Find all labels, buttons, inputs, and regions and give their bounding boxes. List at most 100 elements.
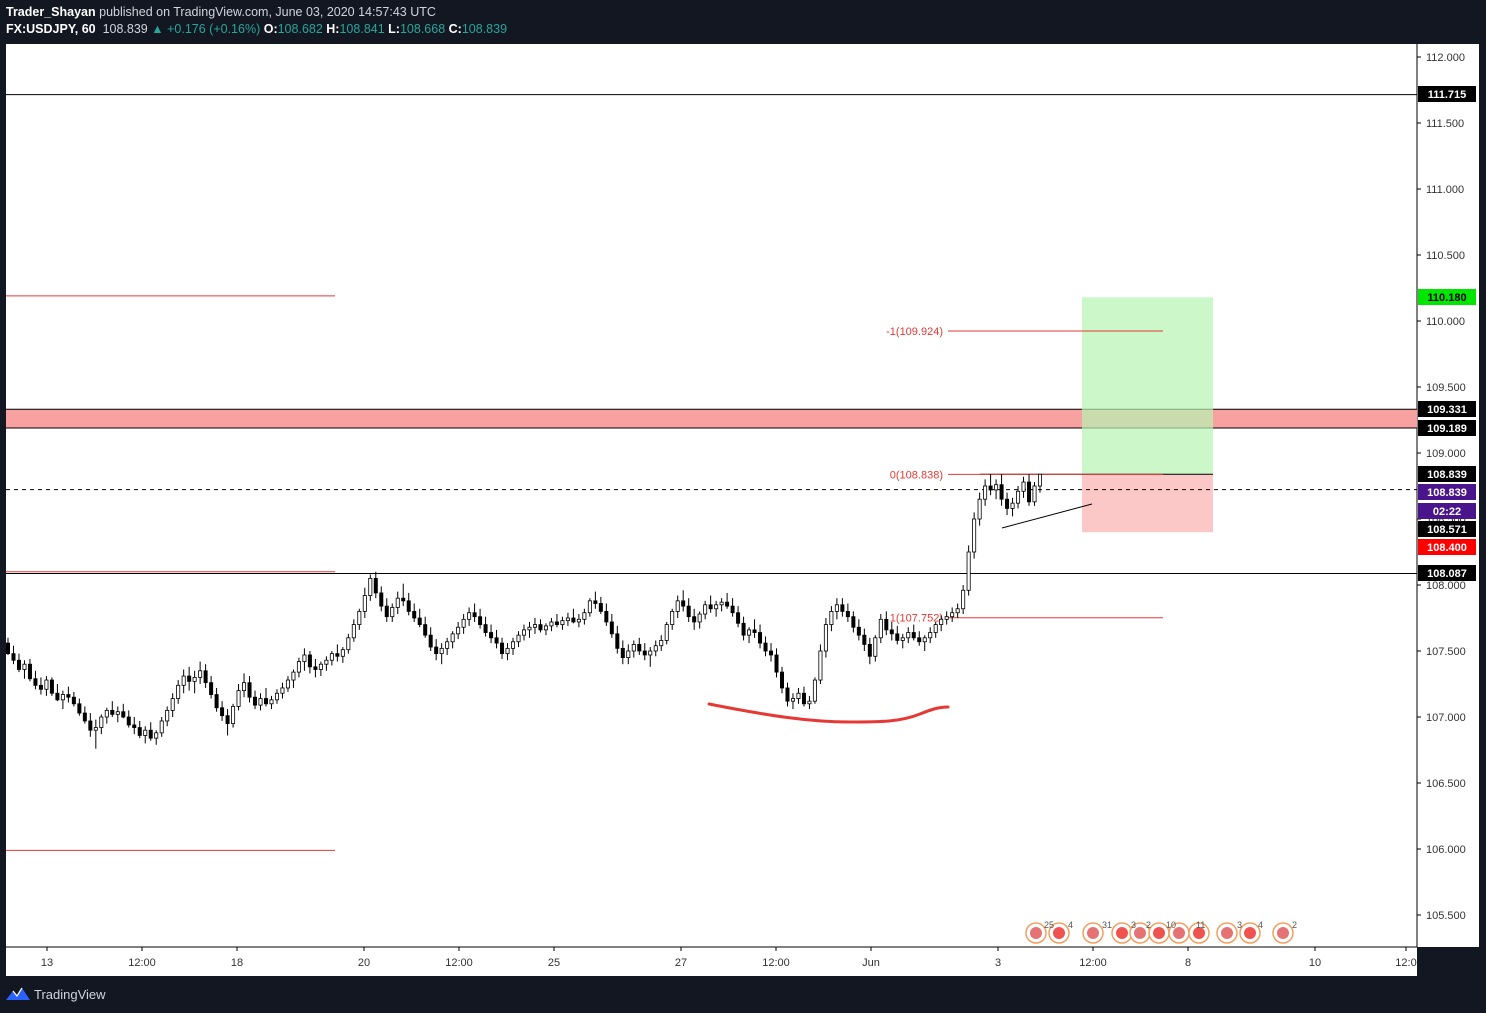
- tradingview-brand[interactable]: TradingView: [34, 987, 106, 1002]
- candle[interactable]: [165, 706, 170, 727]
- candle[interactable]: [637, 637, 642, 655]
- price-label-black[interactable]: 111.715: [1418, 86, 1476, 102]
- candle[interactable]: [670, 608, 675, 630]
- candle[interactable]: [895, 625, 900, 645]
- candle[interactable]: [878, 614, 883, 644]
- candle[interactable]: [318, 661, 323, 677]
- candle[interactable]: [769, 643, 774, 662]
- candle[interactable]: [236, 684, 241, 711]
- candle[interactable]: [653, 640, 658, 657]
- candle[interactable]: [790, 693, 795, 710]
- candle[interactable]: [582, 608, 587, 625]
- candle[interactable]: [434, 639, 439, 661]
- resistance-zone[interactable]: [6, 409, 1417, 429]
- candle[interactable]: [500, 637, 505, 659]
- candle[interactable]: [692, 608, 697, 630]
- candle[interactable]: [104, 707, 109, 724]
- candle[interactable]: [686, 598, 691, 622]
- price-label-green[interactable]: 110.180: [1418, 289, 1476, 305]
- candle[interactable]: [88, 713, 93, 737]
- candle[interactable]: [307, 651, 312, 674]
- candle[interactable]: [472, 603, 477, 622]
- candle[interactable]: [445, 637, 450, 655]
- candle[interactable]: [1032, 482, 1037, 506]
- candle[interactable]: [357, 608, 362, 630]
- candle[interactable]: [6, 637, 11, 655]
- candle[interactable]: [242, 673, 247, 698]
- candle[interactable]: [851, 611, 856, 633]
- candle[interactable]: [972, 512, 977, 559]
- candle[interactable]: [988, 474, 993, 496]
- event-flag-icon[interactable]: [1239, 922, 1261, 944]
- candle[interactable]: [1027, 474, 1032, 506]
- event-flag-icon[interactable]: [1168, 922, 1190, 944]
- candle[interactable]: [423, 616, 428, 638]
- candle[interactable]: [977, 492, 982, 526]
- candle[interactable]: [346, 633, 351, 654]
- candle[interactable]: [450, 631, 455, 649]
- candle[interactable]: [516, 631, 521, 648]
- candle[interactable]: [110, 701, 115, 717]
- event-flag-icon[interactable]: [1082, 922, 1104, 944]
- candle[interactable]: [143, 726, 148, 744]
- candle[interactable]: [812, 677, 817, 704]
- price-label-purple[interactable]: 02:22: [1418, 503, 1476, 519]
- event-flag-icon[interactable]: [1188, 922, 1210, 944]
- candle[interactable]: [253, 690, 258, 710]
- candle[interactable]: [609, 614, 614, 638]
- candle[interactable]: [362, 587, 367, 618]
- candle[interactable]: [615, 625, 620, 654]
- candle[interactable]: [296, 657, 301, 678]
- candle[interactable]: [939, 615, 944, 632]
- price-label-purple[interactable]: 108.839: [1418, 484, 1476, 500]
- candle[interactable]: [439, 643, 444, 665]
- tradingview-logo-icon[interactable]: [6, 986, 30, 1002]
- stop-zone[interactable]: [1082, 474, 1213, 533]
- candle[interactable]: [44, 676, 49, 696]
- candle[interactable]: [675, 595, 680, 618]
- candle[interactable]: [565, 612, 570, 626]
- event-flag-icon[interactable]: [1048, 922, 1070, 944]
- candle[interactable]: [554, 614, 559, 628]
- candle[interactable]: [659, 635, 664, 651]
- candle[interactable]: [961, 585, 966, 615]
- candle[interactable]: [642, 643, 647, 661]
- candle[interactable]: [911, 624, 916, 641]
- candle[interactable]: [906, 627, 911, 644]
- candle[interactable]: [340, 647, 345, 663]
- candle[interactable]: [549, 618, 554, 632]
- price-label-black[interactable]: 108.571: [1418, 521, 1476, 537]
- candle[interactable]: [1016, 486, 1021, 509]
- candle[interactable]: [203, 664, 208, 688]
- candle[interactable]: [93, 719, 98, 749]
- candle[interactable]: [49, 677, 54, 696]
- candle[interactable]: [148, 722, 153, 741]
- candle[interactable]: [560, 616, 565, 630]
- candle[interactable]: [900, 633, 905, 649]
- price-label-black[interactable]: 108.839: [1418, 466, 1476, 482]
- time-axis[interactable]: [6, 947, 1417, 976]
- candle[interactable]: [137, 720, 142, 739]
- candle[interactable]: [60, 690, 65, 710]
- candle[interactable]: [313, 658, 318, 678]
- triangle-support-line[interactable]: [1001, 503, 1093, 529]
- candle[interactable]: [1010, 497, 1015, 517]
- candle[interactable]: [1005, 492, 1010, 516]
- candle[interactable]: [269, 695, 274, 710]
- candle[interactable]: [291, 669, 296, 688]
- candle[interactable]: [154, 730, 159, 745]
- price-label-black[interactable]: 108.087: [1418, 565, 1476, 581]
- candle[interactable]: [302, 648, 307, 671]
- candle[interactable]: [22, 660, 27, 679]
- candle[interactable]: [873, 635, 878, 662]
- candle[interactable]: [170, 693, 175, 717]
- candle[interactable]: [829, 606, 834, 632]
- candle[interactable]: [225, 709, 230, 736]
- candle[interactable]: [1038, 473, 1043, 493]
- candle[interactable]: [220, 701, 225, 721]
- candle[interactable]: [428, 627, 433, 651]
- candle[interactable]: [379, 586, 384, 612]
- price-label-black[interactable]: 109.331: [1418, 401, 1476, 417]
- candle[interactable]: [16, 653, 21, 673]
- candle[interactable]: [33, 670, 38, 690]
